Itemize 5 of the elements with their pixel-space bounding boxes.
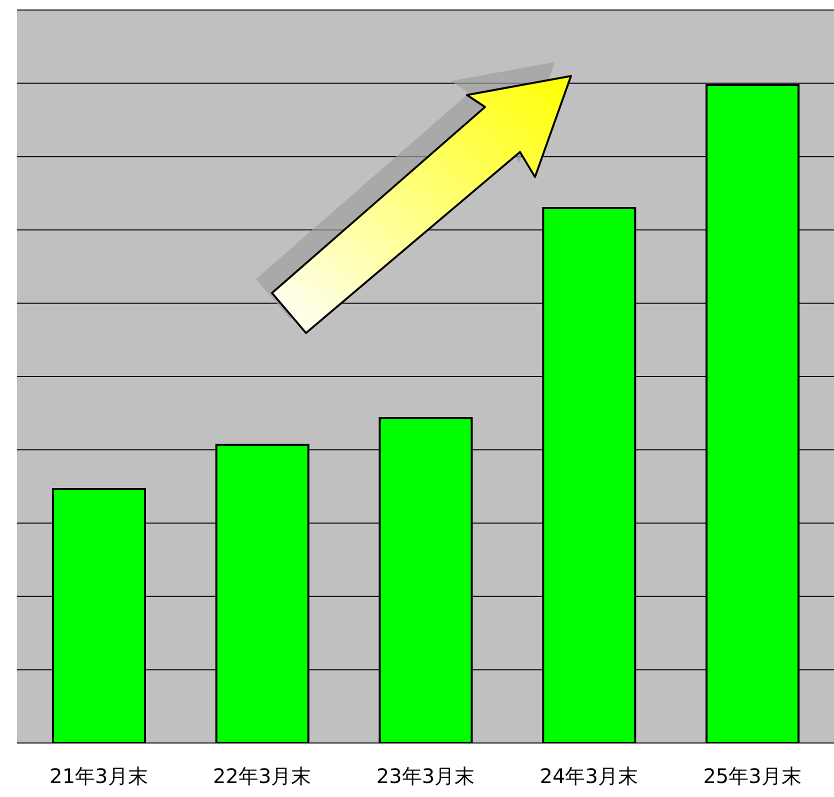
x-tick-label: 23年3月末 xyxy=(376,764,475,788)
x-tick-label: 21年3月末 xyxy=(50,764,148,788)
x-tick-label: 24年3月末 xyxy=(540,764,638,788)
x-tick-label: 22年3月末 xyxy=(213,764,312,788)
x-tick-label: 25年3月末 xyxy=(703,764,802,788)
